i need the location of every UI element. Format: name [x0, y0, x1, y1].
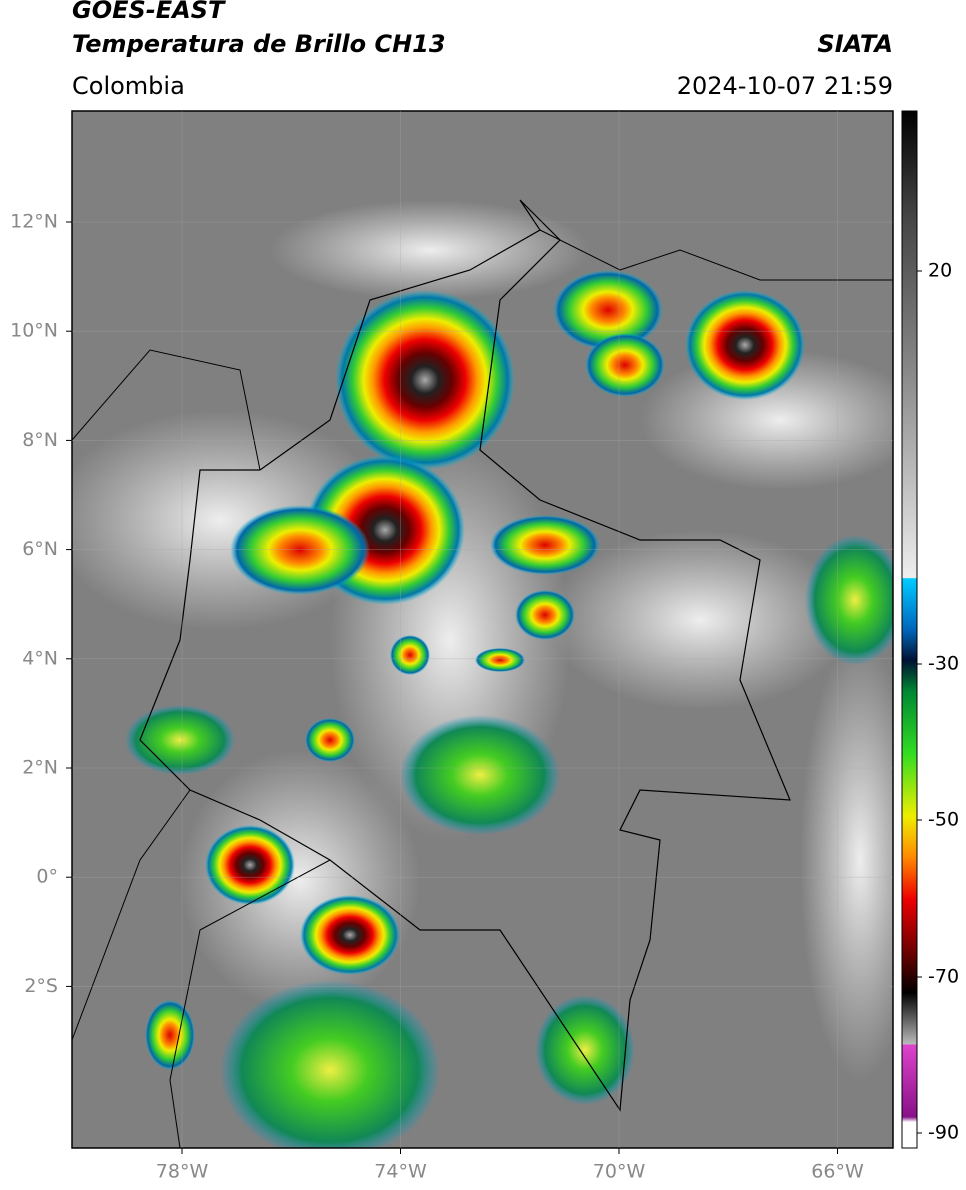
region: Colombia [72, 72, 185, 100]
colorbar [901, 110, 918, 1149]
lat-label: 12°N [10, 211, 58, 233]
satellite-image [72, 111, 893, 1148]
colorbar-label: 20 [928, 260, 952, 282]
datetime: 2024-10-07 21:59 [676, 72, 893, 100]
satellite: GOES-EAST [72, 0, 225, 24]
lat-label: 10°N [10, 320, 58, 342]
colorbar-label: -50 [928, 809, 959, 831]
lat-label: 6°N [22, 538, 58, 560]
lon-label: 66°W [811, 1161, 864, 1183]
colorbar-label: -70 [928, 966, 959, 988]
lon-label: 70°W [593, 1161, 646, 1183]
colorbar-label: -90 [928, 1122, 959, 1144]
lat-label: 8°N [22, 429, 58, 451]
product: Temperatura de Brillo CH13 [72, 30, 446, 58]
map-frame [71, 110, 894, 1149]
lat-label: 4°N [22, 647, 58, 669]
lat-label: 0° [36, 866, 58, 888]
lat-label: 2°N [22, 757, 58, 779]
lon-label: 74°W [374, 1161, 427, 1183]
lon-label: 78°W [156, 1161, 209, 1183]
source: SIATA [817, 30, 893, 58]
lat-label: 2°S [24, 975, 58, 997]
colorbar-label: -30 [928, 653, 959, 675]
